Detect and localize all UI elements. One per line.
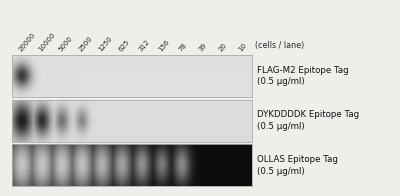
Text: OLLAS Epitope Tag
(0.5 μg/ml): OLLAS Epitope Tag (0.5 μg/ml) xyxy=(257,155,338,176)
Text: 2500: 2500 xyxy=(78,35,94,53)
Text: (cells / lane): (cells / lane) xyxy=(255,41,304,50)
Text: 78: 78 xyxy=(178,42,188,53)
Text: 10: 10 xyxy=(238,42,248,53)
Text: 156: 156 xyxy=(158,38,170,53)
Text: 5000: 5000 xyxy=(58,35,74,53)
Text: FLAG-M2 Epitope Tag
(0.5 μg/ml): FLAG-M2 Epitope Tag (0.5 μg/ml) xyxy=(257,65,348,86)
Text: 1250: 1250 xyxy=(98,35,114,53)
Text: 10000: 10000 xyxy=(38,31,56,53)
Text: 625: 625 xyxy=(118,39,130,53)
Text: DYKDDDDK Epitope Tag
(0.5 μg/ml): DYKDDDDK Epitope Tag (0.5 μg/ml) xyxy=(257,110,359,131)
Text: 39: 39 xyxy=(198,42,208,53)
Text: 20: 20 xyxy=(218,42,228,53)
Text: 20000: 20000 xyxy=(18,32,36,53)
Text: 312: 312 xyxy=(138,38,150,53)
